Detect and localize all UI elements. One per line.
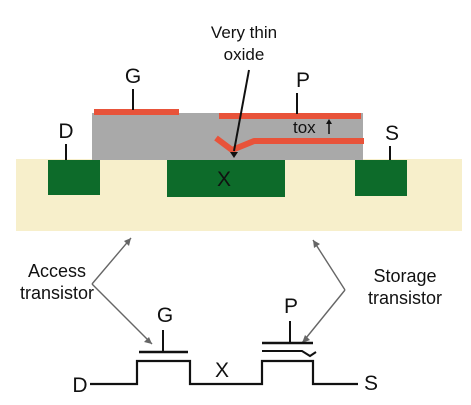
gate-oxide — [92, 113, 363, 160]
symbol-node-label: X — [215, 359, 229, 382]
thin-oxide-arrowhead — [230, 152, 238, 158]
symbol-program-label: P — [284, 295, 298, 318]
access-transistor-label-2: transistor — [20, 283, 94, 303]
very-thin-oxide-label-2: oxide — [224, 45, 265, 64]
symbol-gate-label: G — [157, 304, 173, 327]
thin-oxide-pointer — [233, 69, 250, 152]
storage-callout-down-head — [302, 335, 310, 343]
node-x-label: X — [217, 168, 231, 191]
storage-callout-down — [301, 289, 346, 344]
access-callout-up-head — [124, 238, 131, 246]
drain-diffusion — [48, 160, 100, 195]
storage-transistor-label-2: transistor — [368, 288, 442, 308]
node-x-diffusion — [167, 160, 285, 197]
very-thin-oxide-label-1: Very thin — [211, 23, 277, 42]
access-callout-down-head — [144, 337, 152, 344]
storage-floating-plate — [262, 350, 317, 358]
storage-transistor-label-1: Storage — [373, 266, 436, 286]
source-diffusion — [355, 160, 407, 196]
access-callout-up — [91, 237, 132, 285]
source-label: S — [385, 122, 399, 145]
symbol-drain-label: D — [72, 374, 87, 397]
access-transistor-label-1: Access — [28, 261, 86, 281]
storage-callout-up-head — [313, 240, 320, 248]
gate-label: G — [125, 65, 141, 88]
drain-label: D — [58, 120, 73, 143]
schematic-channel-wire — [90, 359, 358, 386]
tox-arrowhead — [326, 119, 332, 124]
storage-callout-up — [312, 239, 346, 291]
program-label: P — [296, 69, 310, 92]
floating-gate-electrode — [214, 135, 364, 153]
access-callout-down — [91, 283, 153, 345]
tox-label: tox — [293, 118, 316, 137]
symbol-source-label: S — [364, 372, 378, 395]
